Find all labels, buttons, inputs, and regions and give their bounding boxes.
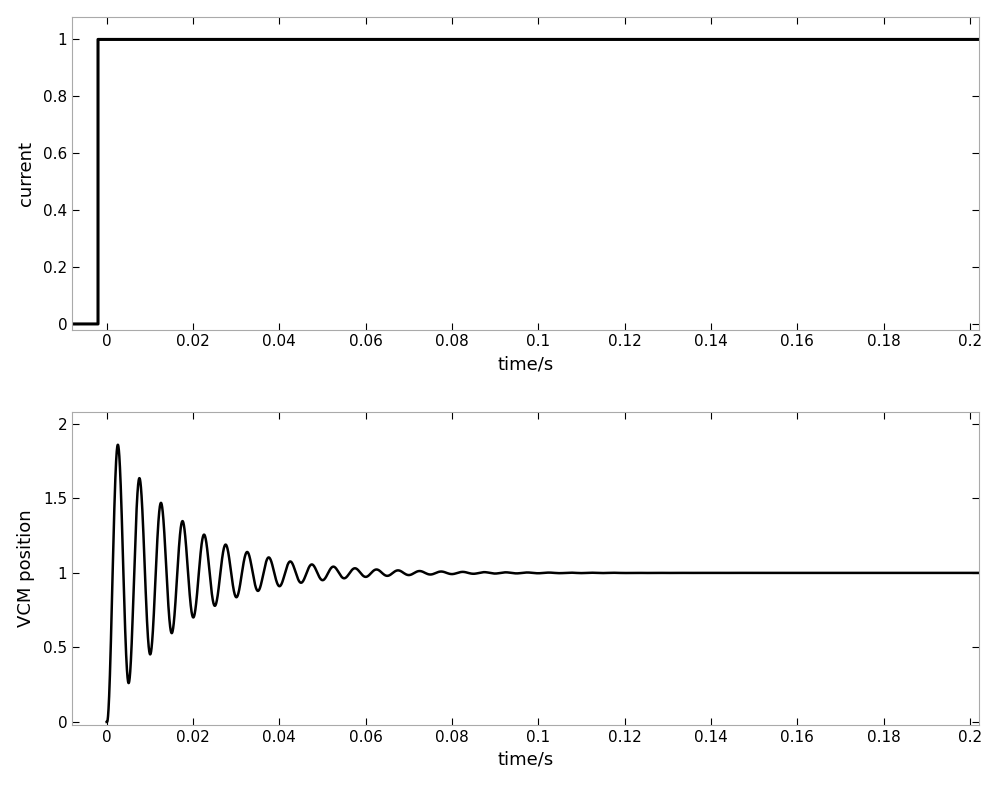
Y-axis label: current: current [17,141,35,206]
Y-axis label: VCM position: VCM position [17,509,35,627]
X-axis label: time/s: time/s [497,355,554,373]
X-axis label: time/s: time/s [497,750,554,769]
